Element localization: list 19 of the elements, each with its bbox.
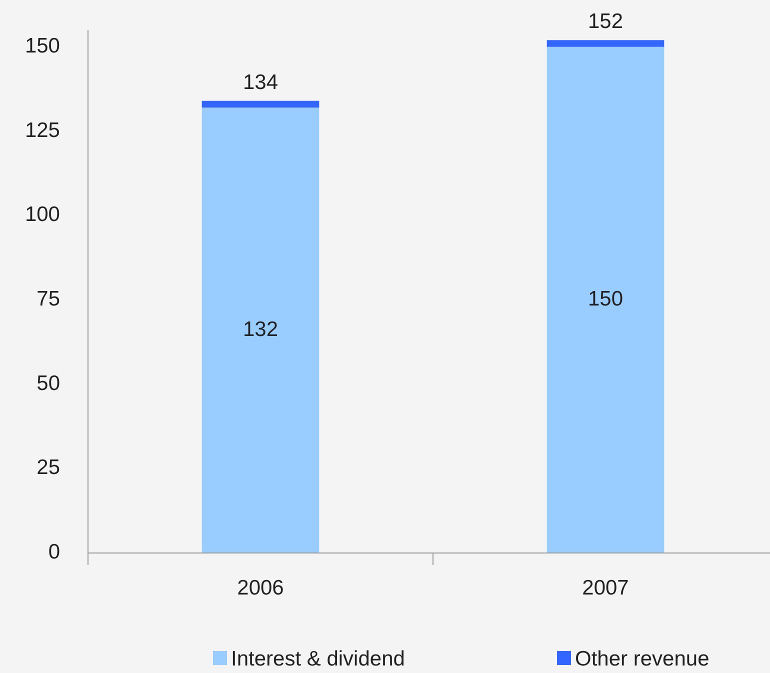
y-tick-label: 25 xyxy=(36,456,60,480)
bar xyxy=(202,108,320,553)
y-tick-label: 125 xyxy=(24,118,60,142)
y-tick-label: 75 xyxy=(36,287,60,310)
bar xyxy=(202,100,320,108)
data-label: 132 xyxy=(242,318,278,341)
bar xyxy=(546,46,664,553)
legend-label: Interest & dividend xyxy=(231,648,405,671)
y-tick-label: 100 xyxy=(24,203,60,226)
x-tick-label: 2006 xyxy=(237,576,284,600)
bar xyxy=(546,40,664,47)
legend-label: Other revenue xyxy=(575,648,710,671)
y-tick-label: 150 xyxy=(24,34,60,58)
data-label: 150 xyxy=(588,287,624,310)
x-tick-label: 2007 xyxy=(582,576,629,600)
y-tick-label: 50 xyxy=(36,372,60,395)
y-tick-label: 0 xyxy=(48,540,60,564)
total-label: 152 xyxy=(588,10,624,34)
total-label: 134 xyxy=(242,70,278,94)
